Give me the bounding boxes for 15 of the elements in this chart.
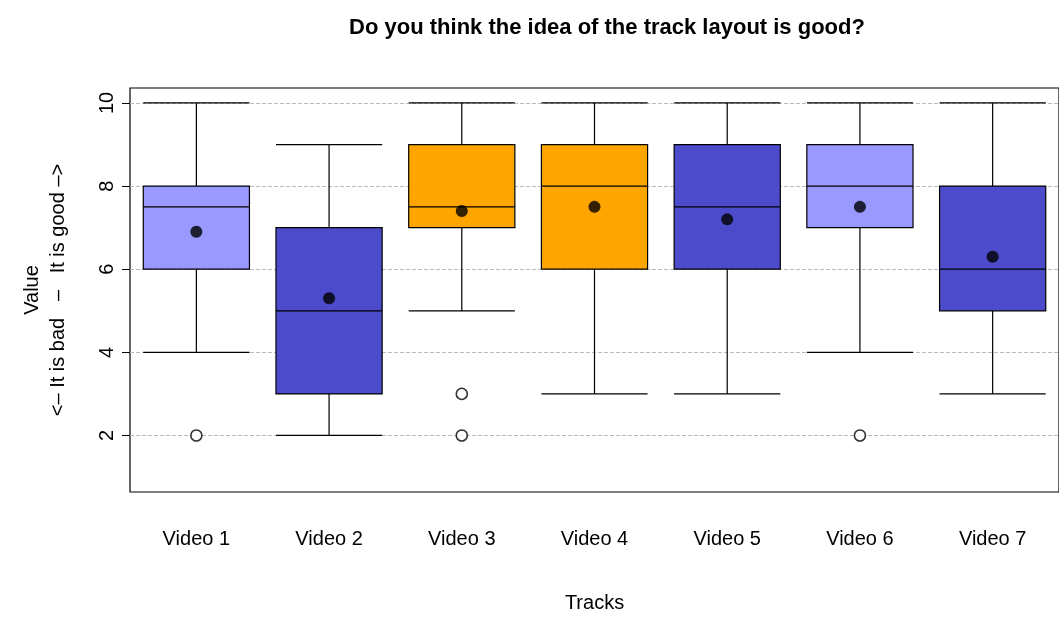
y-axis-title: Value <– It is bad – It is good –> bbox=[20, 163, 68, 417]
x-tick-label: Video 4 bbox=[560, 527, 629, 549]
x-tick-label: Video 2 bbox=[295, 527, 363, 549]
y-tick-label: 4 bbox=[95, 346, 117, 358]
y-tick-label: 10 bbox=[95, 91, 117, 115]
x-tick-label: Video 7 bbox=[958, 527, 1027, 549]
chart-title: Do you think the idea of the track layout is good? bbox=[349, 13, 865, 39]
x-tick-label: Video 5 bbox=[693, 527, 761, 549]
x-axis-title: Tracks bbox=[564, 591, 625, 613]
y-tick-label: 8 bbox=[95, 180, 117, 192]
x-tick-label: Video 3 bbox=[428, 527, 496, 549]
x-tick-label: Video 6 bbox=[826, 527, 894, 549]
y-tick-label: 6 bbox=[95, 263, 117, 275]
y-tick-label: 2 bbox=[95, 429, 117, 442]
x-tick-label: Video 1 bbox=[162, 527, 231, 549]
